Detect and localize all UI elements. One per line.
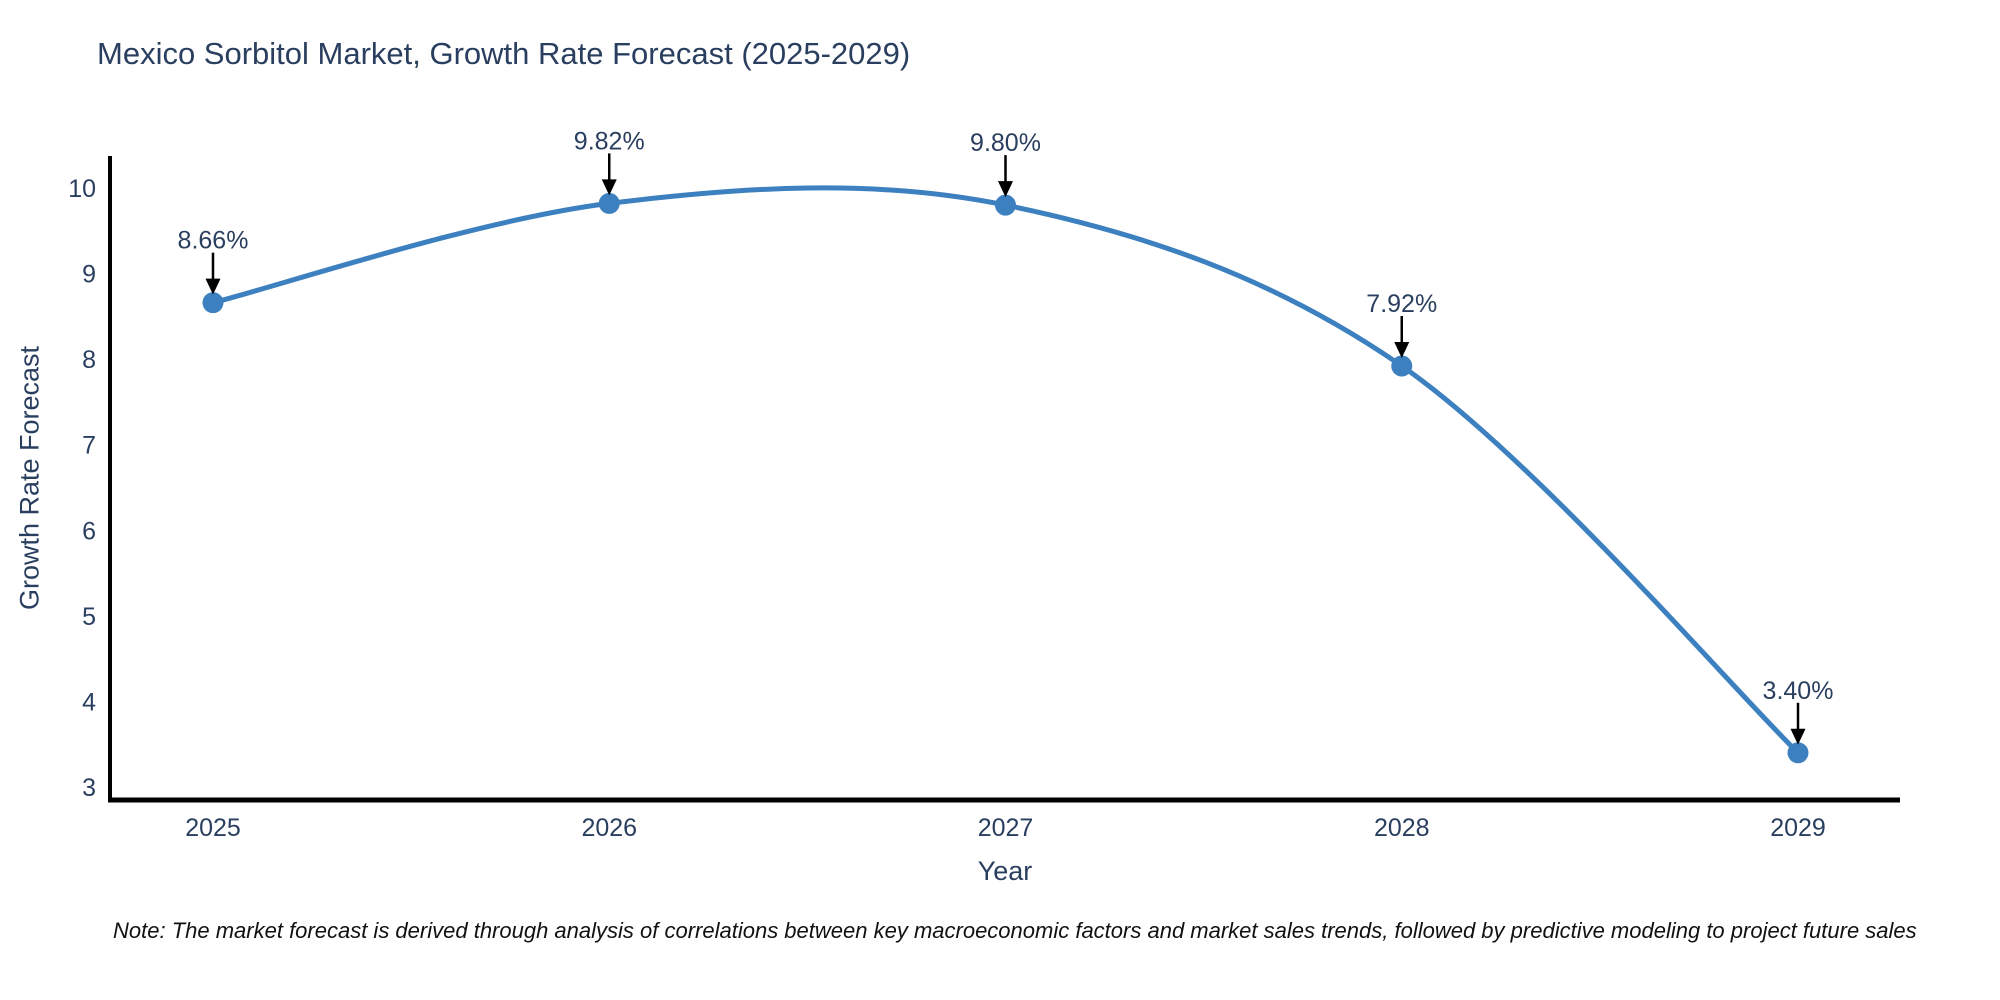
- data-point-label: 7.92%: [1366, 290, 1437, 318]
- x-tick-label: 2026: [581, 814, 637, 842]
- data-point-label: 9.82%: [574, 127, 645, 155]
- data-point-2028: [1391, 355, 1413, 377]
- data-point-label: 9.80%: [970, 129, 1041, 157]
- y-tick-label: 6: [82, 517, 96, 545]
- annotation-arrow-head: [601, 179, 617, 196]
- x-axis-title: Year: [977, 856, 1033, 886]
- y-tick-label: 10: [68, 175, 96, 203]
- data-point-label: 3.40%: [1763, 677, 1834, 705]
- x-tick-label: 2028: [1374, 814, 1430, 842]
- data-point-2026: [598, 192, 620, 214]
- x-tick-label: 2027: [978, 814, 1034, 842]
- annotation-arrow-head: [1790, 728, 1806, 745]
- data-point-label: 8.66%: [178, 227, 249, 255]
- y-tick-label: 4: [82, 688, 96, 716]
- y-tick-label: 9: [82, 261, 96, 289]
- data-point-2027: [995, 194, 1016, 216]
- y-tick-label: 8: [82, 346, 96, 374]
- trend-line: [210, 185, 1801, 756]
- y-tick-label: 7: [82, 432, 96, 460]
- data-point-2029: [1787, 742, 1809, 764]
- x-tick-label: 2029: [1770, 814, 1826, 842]
- data-point-2025: [202, 292, 224, 314]
- chart-title: Mexico Sorbitol Market, Growth Rate Fore…: [97, 36, 911, 71]
- annotation-arrow-head: [205, 278, 221, 295]
- x-tick-label: 2025: [185, 814, 241, 842]
- annotation-arrow-head: [1394, 341, 1410, 358]
- annotation-arrow-head: [998, 181, 1013, 198]
- footnote: Note: The market forecast is derived thr…: [113, 918, 1917, 943]
- y-tick-label: 3: [82, 774, 96, 802]
- y-tick-label: 5: [82, 603, 96, 631]
